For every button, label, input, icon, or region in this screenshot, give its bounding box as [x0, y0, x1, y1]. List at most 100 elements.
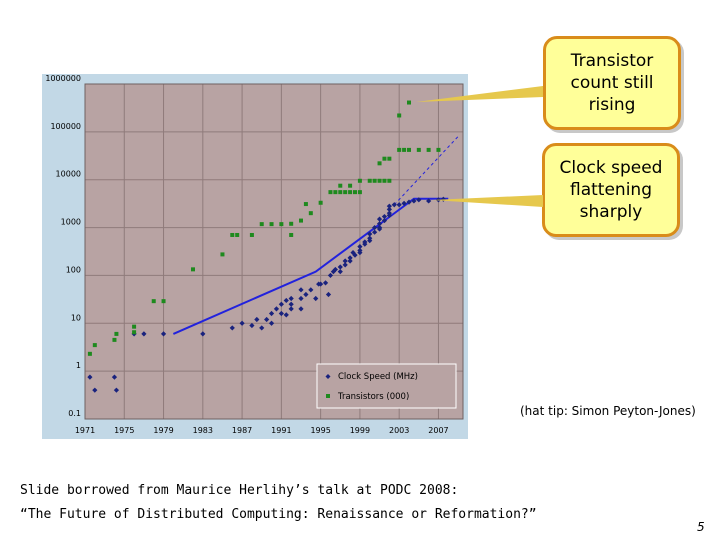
- transistor-point: [87, 351, 92, 356]
- x-tick-label: 2003: [389, 426, 409, 435]
- clock-speed-point: [337, 269, 343, 275]
- transistor-point: [303, 202, 308, 207]
- transistor-point: [249, 232, 254, 237]
- transistor-point: [353, 190, 357, 195]
- transistor-point: [220, 252, 225, 257]
- y-tick-label: 0.1: [68, 409, 81, 418]
- transistor-point: [348, 190, 353, 195]
- x-tick-label: 2007: [428, 426, 448, 435]
- clock-speed-point: [288, 306, 294, 312]
- transistor-point: [367, 178, 372, 183]
- transistor-point: [161, 299, 166, 304]
- callout-transistor-count: Transistor count still rising: [543, 36, 681, 130]
- clock-speed-point: [322, 280, 329, 286]
- transistor-point: [318, 200, 323, 205]
- clock-speed-point: [372, 229, 378, 235]
- transistor-point: [191, 267, 195, 272]
- transistor-point: [333, 190, 338, 195]
- callout-clock-line-3: sharply: [579, 202, 643, 222]
- plot-background: [85, 84, 463, 419]
- transistor-point: [114, 331, 119, 336]
- transistor-point: [151, 299, 156, 304]
- clock-speed-point: [111, 374, 118, 380]
- clock-speed-point: [372, 224, 378, 231]
- clock-speed-point: [288, 295, 294, 302]
- transistor-point: [387, 156, 392, 161]
- clock-speed-point: [406, 199, 412, 205]
- transistor-point: [279, 222, 284, 227]
- callout-transistor-line-3: rising: [588, 95, 636, 115]
- clock-speed-point: [342, 262, 348, 268]
- y-tick-label: 100000: [50, 122, 81, 131]
- clock-speed-point: [298, 295, 304, 302]
- clock-speed-point: [249, 322, 255, 329]
- transistor-point: [387, 178, 392, 183]
- y-tick-label: 100: [66, 265, 81, 274]
- legend-box: [316, 363, 457, 409]
- clock-speed-point: [367, 235, 373, 241]
- clock-speed-point: [239, 320, 245, 326]
- transistor-point: [382, 178, 387, 183]
- callout-transistor-line-1: Transistor: [570, 51, 654, 71]
- clock-speed-point: [288, 301, 294, 307]
- hat-tip-text: (hat tip: Simon Peyton-Jones): [520, 404, 696, 418]
- clock-speed-point: [411, 198, 417, 204]
- transistor-point: [348, 183, 353, 188]
- transistor-point: [289, 232, 294, 237]
- clock-speed-point: [347, 255, 353, 261]
- transistor-point: [397, 147, 402, 152]
- clock-speed-point: [298, 306, 304, 312]
- clock-speed-point: [376, 226, 383, 232]
- y-tick-label: 10000: [56, 170, 81, 179]
- y-tick-label: 10: [71, 313, 81, 322]
- transistor-point: [407, 147, 411, 152]
- clock-speed-point: [92, 387, 98, 393]
- transistor-point: [235, 232, 240, 237]
- callout-clock-speed: Clock speed flattening sharply: [542, 143, 680, 237]
- clock-speed-point: [386, 203, 392, 209]
- clock-speed-point: [426, 198, 432, 204]
- chart-svg: 1971 1975 1979 1983 1987 1991 1995 1999 2003 2007…: [42, 74, 468, 439]
- transistor-point: [436, 147, 441, 152]
- transistor-point: [426, 147, 431, 152]
- clock-speed-point: [347, 258, 353, 264]
- transistor-point: [397, 113, 402, 118]
- transistor-point: [338, 190, 343, 195]
- clock-speed-point: [376, 221, 383, 227]
- transistor-point: [269, 222, 274, 227]
- chart: 1971 1975 1979 1983 1987 1991 1995 1999 2003 2007…: [42, 74, 468, 439]
- clock-speed-point: [381, 213, 388, 220]
- clock-speed-point: [357, 244, 363, 250]
- x-tick-label: 1987: [232, 426, 252, 435]
- transistor-point: [416, 147, 421, 152]
- clock-speed-point: [391, 202, 397, 208]
- x-tick-label: 1991: [271, 426, 291, 435]
- clock-speed-point: [381, 217, 388, 224]
- callout-clock-line-1: Clock speed: [559, 158, 663, 178]
- transistor-point: [299, 218, 303, 223]
- chart-legend: Clock Speed (MHz) Transistors (000): [316, 363, 457, 409]
- caption-line-2: “The Future of Distributed Computing: Re…: [20, 507, 537, 522]
- transistor-point: [357, 178, 362, 183]
- clock-speed-point: [337, 264, 343, 270]
- caption-line-1: Slide borrowed from Maurice Herlihy’s ta…: [20, 483, 459, 498]
- clock-speed-point: [416, 197, 422, 203]
- transistor-point: [132, 330, 137, 335]
- transistor-point: [402, 147, 407, 152]
- clock-speed-point: [325, 291, 332, 298]
- callout-clock-line-2: flattening: [570, 180, 652, 200]
- callout-transistor-line-2: count still: [570, 73, 654, 93]
- legend-clock-marker: [325, 374, 331, 379]
- transistor-point: [308, 211, 313, 216]
- transistor-point: [230, 232, 235, 237]
- x-tick-label: 1999: [350, 426, 370, 435]
- clock-speed-point: [330, 269, 336, 275]
- y-tick-label: 1000000: [45, 74, 81, 83]
- legend-transistor-label: Transistors (000): [337, 392, 409, 402]
- transistor-point: [407, 100, 411, 105]
- transistor-point: [328, 190, 333, 195]
- legend-clock-label: Clock Speed (MHz): [338, 372, 418, 382]
- transistor-point: [357, 190, 362, 195]
- clock-speed-point: [367, 231, 373, 237]
- clock-speed-point: [386, 210, 392, 216]
